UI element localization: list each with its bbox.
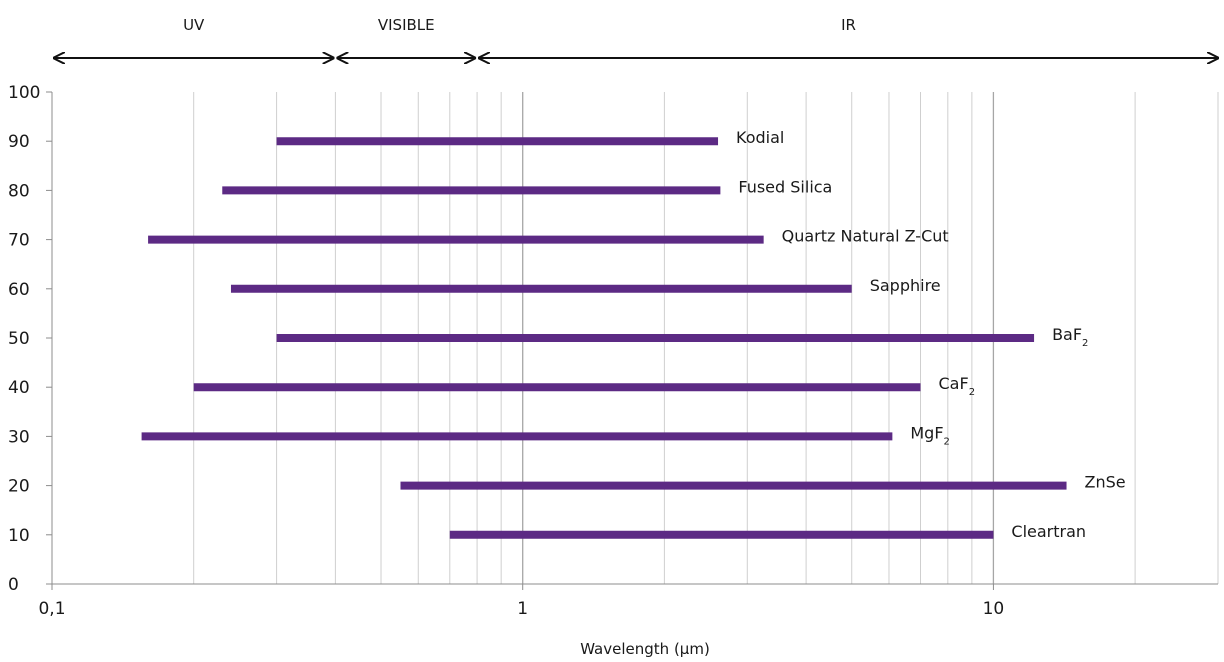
material-label: ZnSe [1085, 473, 1126, 492]
subscript: 2 [1082, 338, 1088, 349]
y-tick-label: 60 [8, 280, 30, 300]
y-tick-label: 20 [8, 477, 30, 497]
x-axis-title: Wavelength (µm) [580, 640, 710, 658]
y-tick-label: 30 [8, 427, 30, 447]
y-tick-label: 0 [8, 575, 19, 595]
region-label: UV [183, 16, 205, 34]
material-label: CaF2 [939, 374, 976, 398]
tick-labels: 0 10 20 30 40 50 60 70 80 90 100 0,1 1 10 [8, 83, 1004, 619]
material-labels: Kodial Fused Silica Quartz Natural Z-Cut Sa… [736, 128, 1126, 541]
material-label: Cleartran [1011, 522, 1086, 541]
region-label: VISIBLE [378, 16, 435, 34]
spectral-regions: UV VISIBLE IR [53, 16, 1219, 58]
y-tick-label: 90 [8, 132, 30, 152]
material-label: Sapphire [870, 276, 941, 295]
y-tick-label: 10 [8, 526, 30, 546]
transmission-bars [141, 137, 1067, 539]
y-tick-label: 70 [8, 231, 30, 251]
region-label: IR [841, 16, 856, 34]
material-label: MgF2 [910, 423, 950, 447]
y-tick-label: 80 [8, 181, 30, 201]
material-label: Fused Silica [738, 177, 832, 196]
x-tick-label: 1 [517, 599, 528, 619]
x-tick-label: 0,1 [38, 599, 65, 619]
x-tick-label: 10 [983, 599, 1005, 619]
subscript: 2 [944, 436, 950, 447]
y-tick-label: 50 [8, 329, 30, 349]
material-label: Quartz Natural Z-Cut [782, 227, 949, 246]
material-label: BaF2 [1052, 325, 1088, 349]
material-label: Kodial [736, 128, 784, 147]
subscript: 2 [969, 387, 975, 398]
axes [46, 91, 1218, 590]
y-tick-label: 100 [8, 83, 40, 103]
y-tick-label: 40 [8, 378, 30, 398]
